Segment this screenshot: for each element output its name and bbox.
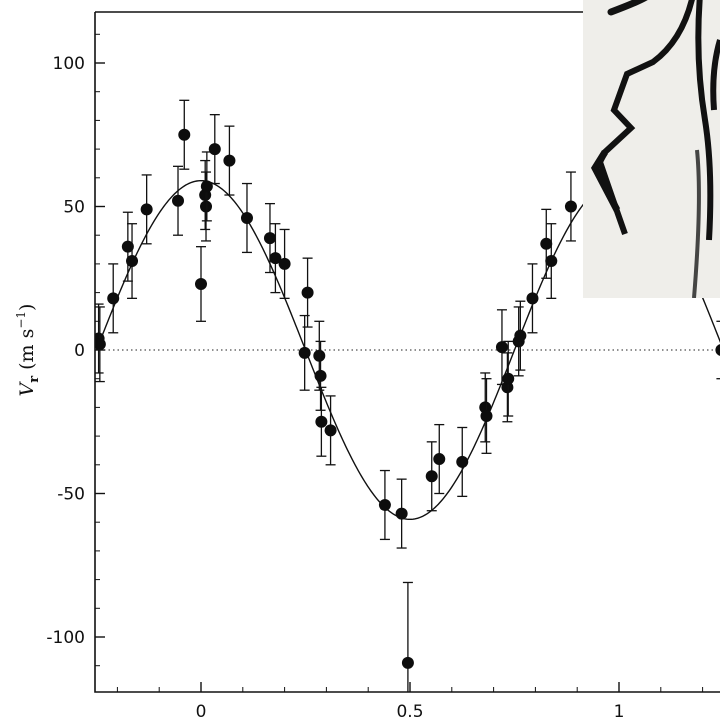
x-tick-label: 0: [196, 702, 207, 721]
y-axis-title: Vr (m s−1): [14, 304, 42, 397]
y-ticks: 100 50 0 -50 -100: [46, 33, 105, 667]
x-ticks: 0 0.5 1: [116, 682, 704, 721]
data-point: [263, 202, 276, 274]
data-point: [514, 300, 527, 371]
data-point: [502, 340, 515, 417]
data-point: [314, 340, 327, 411]
data-point: [456, 426, 469, 498]
data-point: [278, 228, 291, 299]
data-point: [301, 257, 314, 328]
data-point: [501, 352, 514, 423]
data-point: [298, 314, 311, 391]
data-point: [95, 306, 106, 383]
data-point: [526, 263, 539, 334]
y-tick-label: 50: [63, 198, 85, 218]
data-point: [545, 223, 558, 299]
y-axis-label: Vr (m s−1): [14, 304, 42, 397]
data-point: [324, 395, 337, 466]
data-point: [480, 378, 493, 454]
ink-brush-strokes-photo: [583, 0, 720, 298]
y-tick-label: 100: [53, 54, 85, 74]
x-tick-label: 0.5: [396, 702, 423, 721]
data-point: [178, 99, 191, 170]
data-point: [107, 263, 120, 334]
y-tick-label: -50: [57, 485, 85, 505]
data-point: [564, 171, 577, 242]
data-point: [223, 125, 236, 196]
axes: [94, 11, 720, 693]
y-tick-label: 0: [74, 341, 85, 361]
x-tick-label: 1: [614, 702, 625, 721]
data-point: [172, 165, 185, 236]
data-point: [425, 441, 438, 512]
plot-area: [95, 99, 720, 692]
data-point: [378, 469, 391, 541]
data-point: [126, 223, 139, 299]
axis-frame: [94, 12, 720, 693]
data-point: [401, 581, 414, 692]
data-point: [269, 223, 282, 294]
data-point: [199, 159, 212, 231]
data-point: [395, 478, 408, 549]
data-point: [479, 372, 492, 443]
y-tick-label: -100: [46, 628, 85, 648]
data-point: [540, 208, 553, 279]
data-point: [315, 386, 328, 457]
data-point: [208, 114, 221, 185]
data-point: [240, 182, 253, 254]
data-point: [140, 174, 153, 245]
data-point: [195, 246, 207, 322]
data-point: [433, 423, 446, 495]
data-point: [495, 309, 508, 386]
data-point: [715, 320, 720, 380]
